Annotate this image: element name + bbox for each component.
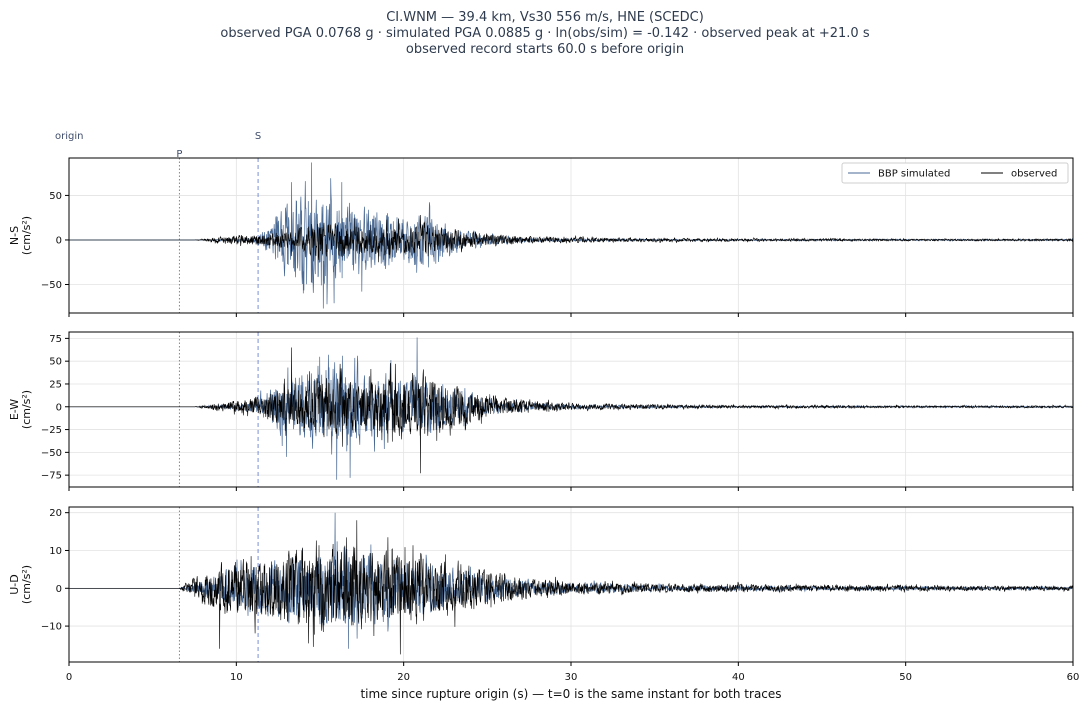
- y-axis-label-n-s: N-S(cm/s²): [8, 216, 33, 255]
- x-tick-label: 0: [66, 672, 72, 683]
- marker-label-s: S: [255, 131, 261, 142]
- y-axis-label-line: U-D: [8, 574, 21, 595]
- observed-trace-e-w: [69, 347, 1073, 474]
- y-tick-label: 0: [56, 235, 62, 246]
- legend: BBP simulated observed: [841, 162, 1069, 184]
- x-tick-label: 50: [899, 672, 912, 683]
- x-tick-label: 40: [732, 672, 745, 683]
- title-line-2: observed PGA 0.0768 g · simulated PGA 0.…: [220, 26, 869, 41]
- legend-label-observed: observed: [1011, 169, 1057, 180]
- y-tick-label: −10: [41, 622, 62, 633]
- legend-label-simulated: BBP simulated: [878, 169, 950, 180]
- figure-title: CI.WNM — 39.4 km, Vs30 556 m/s, HNE (SCE…: [220, 10, 869, 57]
- legend-box: [841, 162, 1069, 184]
- y-axis-label-e-w: E-W(cm/s²): [8, 390, 33, 429]
- marker-label-origin: origin: [55, 131, 83, 142]
- y-tick-label: 0: [56, 584, 62, 595]
- x-tick-label: 20: [397, 672, 410, 683]
- grid-e-w: [68, 332, 1074, 487]
- observed-trace-u-d: [69, 520, 1073, 655]
- marker-label-p: P: [176, 149, 182, 160]
- observed-trace-n-s: [69, 214, 1073, 263]
- panel-u-d: −10 0 10 20 0 10 20 30 40 50 60 U-D(cm/s²): [8, 506, 1080, 683]
- traces-n-s: [69, 162, 1073, 309]
- title-line-1: CI.WNM — 39.4 km, Vs30 556 m/s, HNE (SCE…: [386, 10, 704, 25]
- y-axis-label-line: N-S: [8, 226, 21, 245]
- y-tick-label: 10: [49, 546, 62, 557]
- x-tick-label: 60: [1067, 672, 1080, 683]
- traces-e-w: [69, 337, 1073, 480]
- y-tick-label: 25: [49, 379, 62, 390]
- y-tick-label: −25: [41, 425, 62, 436]
- title-line-3: observed record starts 60.0 s before ori…: [406, 42, 684, 57]
- y-axis-label-line: E-W: [8, 399, 21, 420]
- x-tick-label: 30: [565, 672, 578, 683]
- y-tick-label: −50: [41, 448, 62, 459]
- simulated-trace-u-d: [69, 512, 1073, 649]
- y-tick-label: −75: [41, 471, 62, 482]
- y-tick-label: 0: [56, 402, 62, 413]
- y-tick-label: 50: [49, 191, 62, 202]
- y-axis-label-u-d: U-D(cm/s²): [8, 565, 33, 604]
- x-axis-label: time since rupture origin (s) — t=0 is t…: [360, 687, 781, 701]
- traces-u-d: [69, 512, 1073, 655]
- panel-e-w: −75 −50 −25 0 25 50 75 E-W(cm/s²): [8, 331, 1074, 491]
- panel-n-s: −50 0 50 N-S(cm/s²) BBP simulated observed: [8, 157, 1074, 317]
- y-tick-label: 75: [49, 334, 62, 345]
- y-tick-label: −50: [41, 280, 62, 291]
- y-tick-label: 50: [49, 357, 62, 368]
- y-axis-label-line: (cm/s²): [20, 216, 33, 255]
- y-axis-label-line: (cm/s²): [20, 390, 33, 429]
- y-tick-label: 20: [49, 508, 62, 519]
- x-tick-label: 10: [230, 672, 243, 683]
- y-axis-label-line: (cm/s²): [20, 565, 33, 604]
